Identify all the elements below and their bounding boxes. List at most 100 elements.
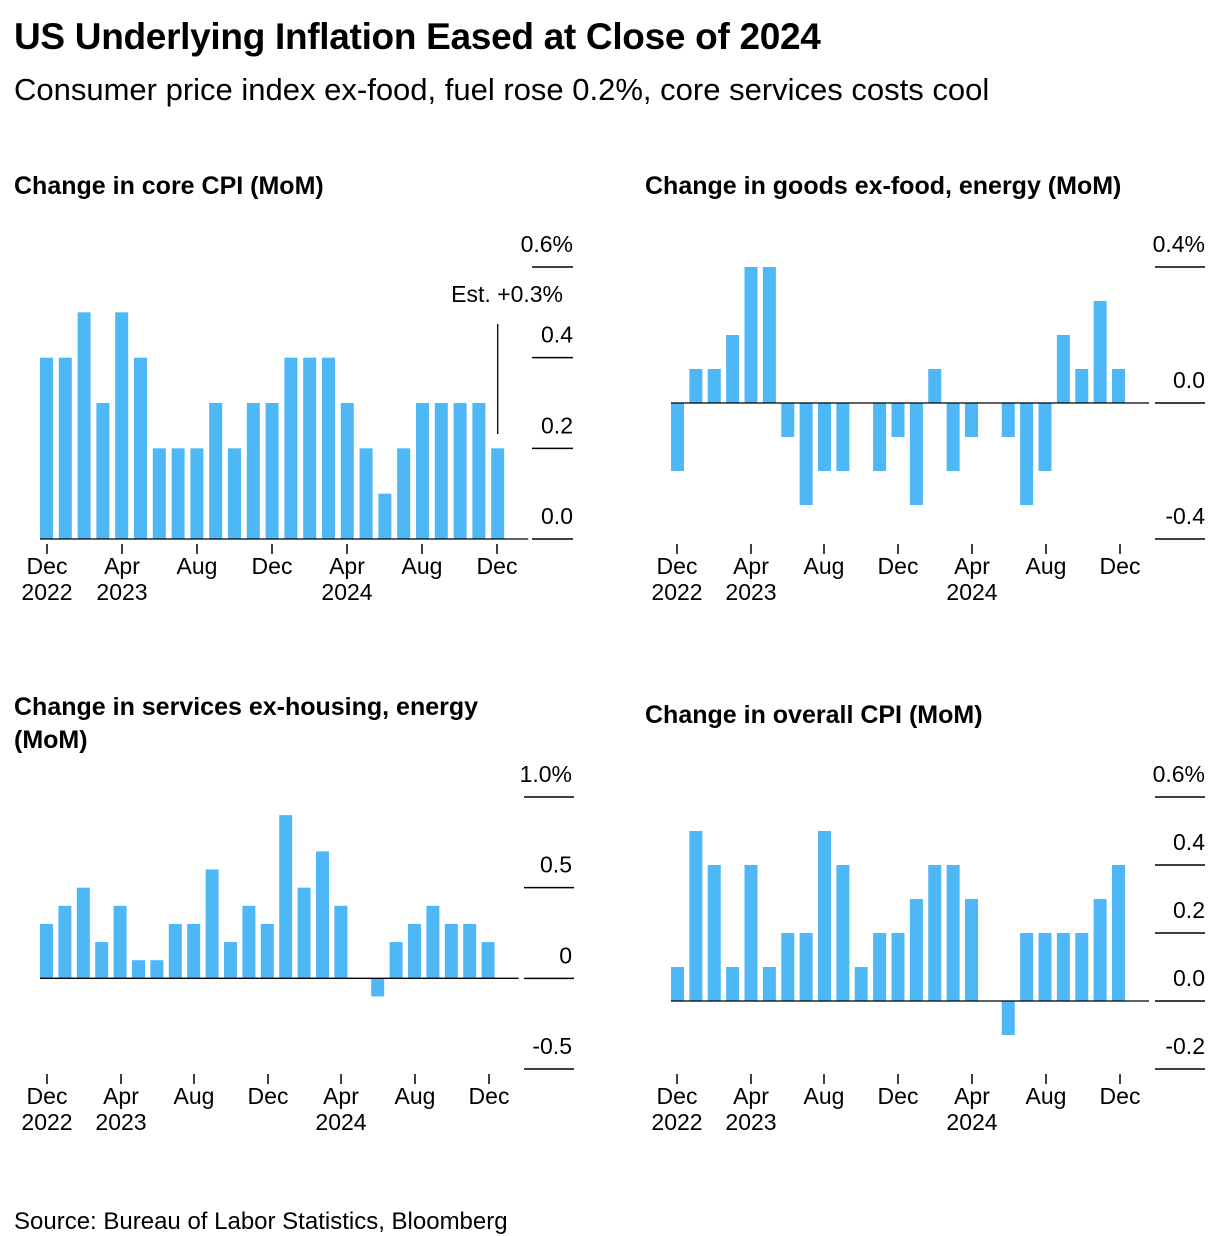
x-tick-label-month: Dec	[878, 553, 919, 579]
x-tick-label-month: Dec	[27, 1083, 68, 1109]
bar	[95, 942, 109, 979]
y-tick-label: 0.2	[1173, 897, 1205, 923]
bar	[818, 831, 831, 1001]
bar	[150, 960, 164, 979]
annotation-estimate: Est. +0.3%	[451, 281, 563, 307]
bar	[168, 923, 182, 979]
bar	[689, 369, 703, 403]
bar	[781, 933, 795, 1001]
x-tick-label-month: Aug	[1026, 553, 1067, 579]
x-tick-label-month: Dec	[469, 1083, 510, 1109]
y-tick-label: 0.0	[541, 503, 573, 529]
bar	[284, 357, 298, 539]
bar	[799, 403, 813, 505]
bar	[77, 312, 91, 539]
x-tick-label-month: Aug	[804, 1083, 845, 1109]
bar	[246, 403, 260, 539]
x-tick-label-year: 2022	[651, 1109, 702, 1135]
chart-title-goods: Change in goods ex-food, energy (MoM)	[645, 172, 1122, 200]
bar	[873, 933, 887, 1001]
x-tick-label-month: Aug	[395, 1083, 436, 1109]
y-tick-label: 0.6%	[521, 231, 573, 257]
x-tick-label-month: Dec	[477, 553, 518, 579]
bar	[689, 831, 703, 1001]
bar	[334, 905, 348, 979]
chart-title-overall-cpi: Change in overall CPI (MoM)	[645, 701, 983, 729]
bar	[416, 403, 429, 539]
bar	[744, 267, 758, 403]
bar	[781, 403, 795, 437]
bar	[434, 403, 448, 539]
y-tick-label: 0.0	[1173, 367, 1205, 393]
x-tick-label-month: Apr	[954, 553, 990, 579]
x-tick-label-year: 2023	[725, 1109, 776, 1135]
bar	[224, 942, 237, 979]
bar	[762, 967, 776, 1001]
x-tick-label-month: Apr	[733, 1083, 769, 1109]
bar	[444, 923, 458, 979]
x-tick-label-month: Dec	[252, 553, 293, 579]
bar	[726, 967, 740, 1001]
y-tick-label: -0.2	[1165, 1033, 1205, 1059]
bar	[134, 357, 147, 539]
x-tick-label-year: 2022	[21, 1109, 72, 1135]
y-tick-label: 0.2	[541, 412, 573, 438]
x-tick-label-month: Aug	[1026, 1083, 1067, 1109]
bar	[1038, 403, 1052, 471]
bar	[58, 357, 72, 539]
bar	[799, 933, 813, 1001]
x-tick-label-month: Apr	[733, 553, 769, 579]
bar	[726, 335, 740, 403]
x-tick-label-month: Aug	[402, 553, 443, 579]
x-tick-label-year: 2024	[946, 1109, 997, 1135]
bar	[1075, 369, 1089, 403]
x-tick-label-year: 2022	[651, 579, 702, 605]
bar	[836, 403, 850, 471]
bar	[707, 369, 721, 403]
bar	[1056, 933, 1070, 1001]
bar	[928, 369, 942, 403]
y-tick-label: 0.5	[540, 852, 572, 878]
y-tick-label: 0.4	[1173, 829, 1205, 855]
bar	[322, 357, 335, 539]
x-tick-label-year: 2023	[725, 579, 776, 605]
bar	[481, 942, 495, 979]
x-tick-label-year: 2024	[946, 579, 997, 605]
bar	[303, 357, 317, 539]
bar	[371, 978, 385, 997]
bar	[265, 403, 279, 539]
bar	[190, 448, 204, 539]
bar	[836, 865, 850, 1001]
x-tick-label-month: Apr	[954, 1083, 990, 1109]
bar	[744, 865, 758, 1001]
bar	[873, 403, 887, 471]
bar	[378, 493, 392, 539]
bar	[242, 905, 256, 979]
bar	[171, 448, 185, 539]
bar	[187, 923, 201, 979]
y-tick-label: 0.0	[1173, 965, 1205, 991]
bar	[891, 403, 905, 437]
bar	[1093, 899, 1107, 1001]
x-tick-label-month: Aug	[174, 1083, 215, 1109]
x-tick-label-month: Apr	[103, 1083, 139, 1109]
y-tick-label: 0.6%	[1153, 761, 1205, 787]
bar	[397, 448, 411, 539]
chart-title-services: Change in services ex-housing, energy (M…	[14, 693, 479, 754]
bar	[96, 403, 110, 539]
bar	[965, 899, 978, 1001]
x-tick-label-year: 2023	[96, 579, 147, 605]
x-tick-label-month: Aug	[177, 553, 218, 579]
bar	[115, 312, 129, 539]
x-tick-label-month: Dec	[657, 1083, 698, 1109]
source-note: Source: Bureau of Labor Statistics, Bloo…	[14, 1208, 508, 1235]
x-tick-label-year: 2022	[21, 579, 72, 605]
bar	[228, 448, 241, 539]
bar	[707, 865, 721, 1001]
bar	[58, 905, 72, 979]
chart-title-core-cpi: Change in core CPI (MoM)	[14, 172, 324, 200]
y-tick-label: 0.4%	[1153, 231, 1205, 257]
x-tick-label-month: Dec	[1100, 553, 1141, 579]
y-tick-label: -0.4	[1165, 503, 1205, 529]
